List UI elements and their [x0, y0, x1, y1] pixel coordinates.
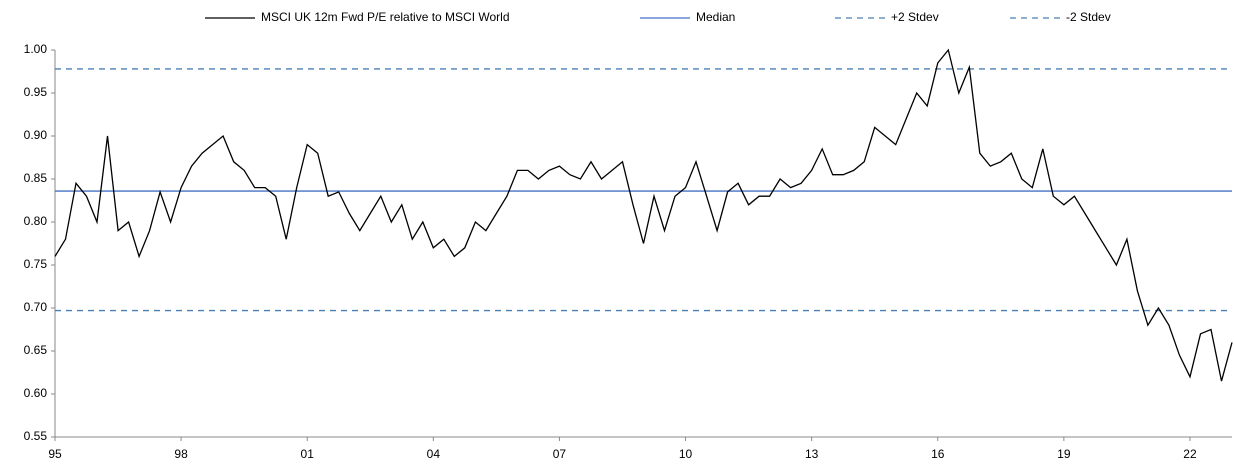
- y-tick-label: 0.90: [24, 128, 48, 142]
- y-tick-label: 0.80: [24, 214, 48, 228]
- legend-label: MSCI UK 12m Fwd P/E relative to MSCI Wor…: [261, 10, 510, 24]
- y-tick-label: 0.75: [24, 257, 48, 271]
- y-tick-label: 0.65: [24, 343, 48, 357]
- y-tick-label: 0.85: [24, 171, 48, 185]
- x-tick-label: 16: [931, 447, 945, 461]
- x-tick-label: 04: [427, 447, 441, 461]
- x-tick-label: 10: [679, 447, 693, 461]
- x-tick-label: 95: [48, 447, 62, 461]
- y-tick-label: 0.60: [24, 386, 48, 400]
- x-tick-label: 22: [1183, 447, 1197, 461]
- x-tick-label: 01: [301, 447, 315, 461]
- y-tick-label: 1.00: [24, 42, 48, 56]
- x-tick-label: 19: [1057, 447, 1071, 461]
- x-tick-label: 07: [553, 447, 567, 461]
- y-tick-label: 0.70: [24, 300, 48, 314]
- x-tick-label: 13: [805, 447, 819, 461]
- legend-label: +2 Stdev: [891, 10, 939, 24]
- legend-label: Median: [696, 10, 735, 24]
- x-tick-label: 98: [174, 447, 188, 461]
- y-tick-label: 0.55: [24, 429, 48, 443]
- series-line: [54, 48, 1233, 382]
- y-tick-label: 0.95: [24, 85, 48, 99]
- legend-label: -2 Stdev: [1066, 10, 1111, 24]
